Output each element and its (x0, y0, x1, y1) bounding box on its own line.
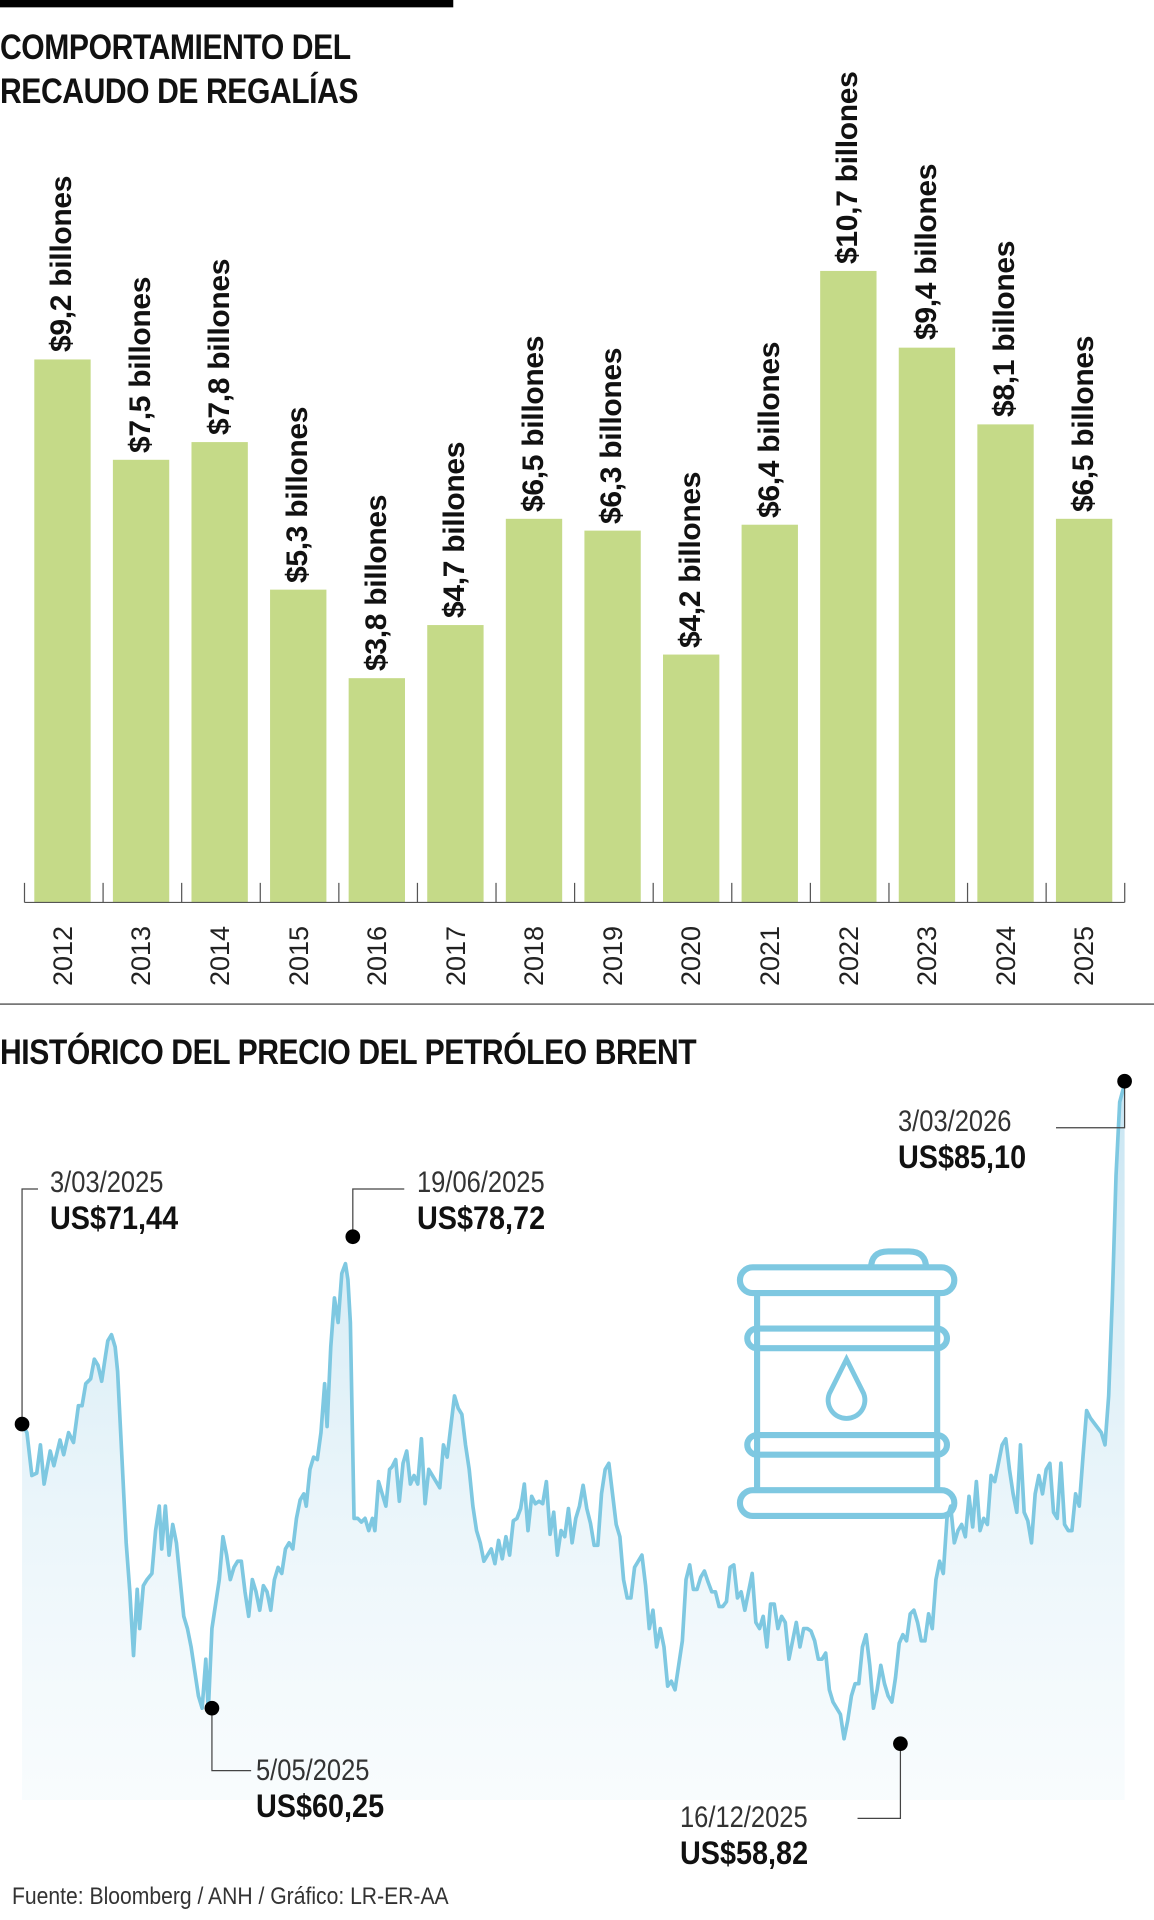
bar-value-label: $4,7 billones (438, 441, 472, 618)
year-tick-label: 2016 (362, 926, 393, 987)
annotation-dots (14, 1073, 1132, 1752)
annotation-value: US$58,82 (680, 1835, 809, 1871)
bar-chart-title-line1: COMPORTAMIENTO DEL (0, 28, 351, 67)
bar-2025 (1055, 518, 1113, 903)
oil-barrel-icon (736, 1248, 958, 1519)
bar-2013 (112, 459, 170, 903)
annotation-leaders (21, 1081, 1126, 1819)
year-tick-label: 2022 (833, 926, 864, 987)
year-tick-label: 2014 (204, 926, 235, 987)
line-chart-title: HISTÓRICO DEL PRECIO DEL PETRÓLEO BRENT (0, 1033, 697, 1072)
year-tick-label: 2025 (1069, 926, 1100, 987)
bar-value-label: $6,5 billones (516, 335, 550, 512)
annotation-date: 5/05/2025 (256, 1754, 370, 1787)
year-tick-label: 2015 (283, 926, 314, 987)
year-tick-label: 2020 (676, 926, 707, 987)
bar-2016 (348, 678, 406, 903)
bar-2014 (191, 442, 248, 903)
annotation-value: US$71,44 (50, 1200, 179, 1236)
year-tick-label: 2021 (755, 926, 786, 987)
dot-peak (345, 1229, 361, 1245)
bar-2023 (898, 347, 956, 903)
bar-chart-title: COMPORTAMIENTO DEL RECAUDO DE REGALÍAS (0, 26, 359, 114)
annotation-date: 16/12/2025 (680, 1801, 808, 1834)
bar-2022 (820, 270, 877, 903)
top-accent-bar (0, 0, 454, 8)
year-tick-label: 2024 (990, 926, 1021, 987)
bar-value-label: $7,8 billones (202, 258, 236, 435)
bar-series (34, 270, 1113, 903)
dot-start (14, 1416, 30, 1432)
annotation-date: 19/06/2025 (417, 1166, 545, 1199)
annotation-peak: 19/06/2025 US$78,72 (417, 1166, 567, 1237)
year-tick-label: 2023 (912, 926, 943, 987)
bar-2015 (270, 589, 327, 903)
year-tick-label: 2019 (597, 926, 628, 987)
bar-2019 (584, 530, 641, 903)
bar-chart-title-line2: RECAUDO DE REGALÍAS (0, 72, 359, 111)
bar-value-label: $6,3 billones (595, 347, 629, 524)
bar-value-label: $4,2 billones (674, 471, 708, 648)
bar-2021 (741, 524, 798, 903)
bar-value-label: $3,8 billones (359, 494, 393, 672)
annotation-value: US$60,25 (256, 1788, 385, 1824)
annotation-value: US$85,10 (898, 1139, 1027, 1175)
year-tick-label: 2017 (440, 926, 471, 987)
bar-value-label: $7,5 billones (123, 276, 157, 453)
dot-low2 (893, 1736, 908, 1752)
price-area-fill (22, 1083, 1125, 1800)
annotation-date: 3/03/2025 (50, 1166, 164, 1199)
annotation-low-may: 5/05/2025 US$60,25 (256, 1754, 398, 1825)
bar-value-label: $8,1 billones (988, 241, 1022, 418)
annotation-low-dec: 16/12/2025 US$58,82 (680, 1801, 830, 1872)
source-credit: Fuente: Bloomberg / ANH / Gráfico: LR-ER… (12, 1883, 449, 1910)
annotation-end: 3/03/2026 US$85,10 (898, 1105, 1040, 1176)
bar-value-label: $10,7 billones (831, 71, 865, 264)
price-line (20, 1083, 1127, 1741)
annotation-date: 3/03/2026 (898, 1105, 1012, 1138)
year-tick-label: 2012 (47, 926, 78, 987)
bar-value-label: $6,4 billones (752, 341, 786, 518)
bar-2017 (427, 625, 484, 903)
bar-2024 (977, 424, 1034, 903)
annotation-value: US$78,72 (417, 1200, 546, 1236)
annotation-start: 3/03/2025 US$71,44 (50, 1166, 192, 1237)
bar-2020 (662, 654, 720, 903)
dot-end (1117, 1073, 1132, 1089)
year-tick-label: 2013 (126, 926, 157, 987)
bar-value-label: $5,3 billones (281, 406, 315, 583)
bar-value-label: $9,2 billones (45, 176, 79, 353)
year-tick-label: 2018 (519, 926, 550, 987)
bar-value-label: $9,4 billones (909, 164, 943, 341)
bar-2012 (34, 359, 91, 903)
bar-2018 (505, 518, 563, 903)
bar-x-axis (23, 882, 1126, 904)
bar-value-label: $6,5 billones (1066, 335, 1100, 512)
dot-low1 (204, 1700, 220, 1716)
